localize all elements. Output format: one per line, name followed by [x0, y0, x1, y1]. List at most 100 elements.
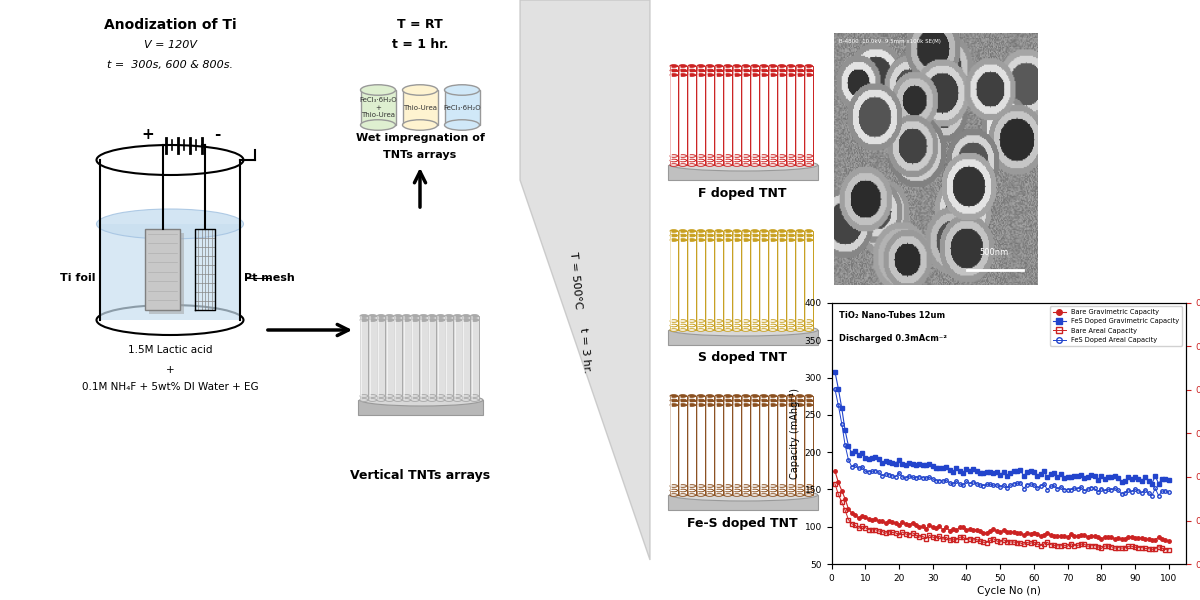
Bar	[454, 316, 462, 396]
Text: Pt mesh: Pt mesh	[245, 272, 295, 283]
Ellipse shape	[706, 234, 714, 237]
Ellipse shape	[670, 155, 678, 157]
Ellipse shape	[778, 159, 786, 162]
Bar	[760, 66, 768, 156]
Ellipse shape	[385, 319, 394, 322]
Bar	[368, 316, 377, 396]
Ellipse shape	[377, 319, 385, 322]
Text: Thio-Urea: Thio-Urea	[403, 104, 437, 110]
Ellipse shape	[769, 329, 776, 331]
Bar	[368, 320, 371, 400]
Ellipse shape	[787, 489, 794, 492]
Bar	[688, 70, 690, 160]
Bar	[410, 320, 419, 400]
Ellipse shape	[787, 65, 794, 67]
Bar	[679, 70, 686, 160]
Ellipse shape	[688, 399, 696, 402]
Bar	[670, 66, 672, 156]
Text: B-4800  10.0kV  9.5mm x100k SE(M): B-4800 10.0kV 9.5mm x100k SE(M)	[839, 39, 941, 44]
Ellipse shape	[760, 65, 768, 67]
Ellipse shape	[742, 395, 750, 397]
Bar	[402, 90, 438, 125]
Ellipse shape	[96, 305, 244, 335]
Bare Areal Capacity	[1027, 539, 1042, 546]
Bar	[454, 320, 462, 400]
Ellipse shape	[751, 159, 758, 162]
Ellipse shape	[706, 489, 714, 492]
Ellipse shape	[420, 395, 427, 397]
Ellipse shape	[778, 404, 786, 406]
Ellipse shape	[805, 164, 812, 166]
Ellipse shape	[697, 485, 704, 487]
Ellipse shape	[454, 314, 462, 317]
Ellipse shape	[733, 74, 740, 76]
Ellipse shape	[760, 74, 768, 76]
Bar	[805, 401, 806, 491]
Bar	[697, 75, 704, 165]
Bar	[706, 231, 714, 321]
Ellipse shape	[724, 485, 732, 487]
Ellipse shape	[444, 120, 480, 130]
Bar	[778, 75, 786, 165]
Ellipse shape	[670, 159, 817, 171]
Bar	[385, 320, 394, 400]
Bar	[796, 75, 798, 165]
Bar	[805, 405, 812, 495]
Ellipse shape	[805, 320, 812, 322]
Ellipse shape	[96, 145, 244, 175]
Bar	[769, 66, 776, 156]
Ellipse shape	[760, 324, 768, 327]
Ellipse shape	[778, 234, 786, 237]
Ellipse shape	[96, 209, 244, 239]
Bar	[760, 75, 768, 165]
Bar	[805, 396, 812, 486]
Bar	[805, 231, 812, 321]
Ellipse shape	[796, 234, 804, 237]
Ellipse shape	[796, 324, 804, 327]
Bar	[377, 320, 379, 400]
Ellipse shape	[402, 314, 410, 317]
Ellipse shape	[769, 239, 776, 241]
Bar	[670, 240, 672, 330]
Ellipse shape	[760, 239, 768, 241]
Ellipse shape	[470, 314, 479, 317]
Bar	[760, 75, 762, 165]
Ellipse shape	[805, 234, 812, 237]
Bar	[724, 75, 726, 165]
Ellipse shape	[733, 395, 740, 397]
Bar	[688, 401, 690, 491]
Bar	[742, 70, 744, 160]
Ellipse shape	[706, 329, 714, 331]
Ellipse shape	[428, 395, 436, 397]
Bar	[679, 240, 686, 330]
Ellipse shape	[742, 489, 750, 492]
Bar	[742, 231, 750, 321]
Ellipse shape	[706, 69, 714, 72]
Ellipse shape	[670, 404, 678, 406]
X-axis label: Cycle No (n): Cycle No (n)	[977, 586, 1040, 595]
Ellipse shape	[688, 155, 696, 157]
Bar	[670, 405, 678, 495]
Ellipse shape	[751, 494, 758, 496]
Bar	[787, 70, 788, 160]
Ellipse shape	[670, 489, 817, 501]
Ellipse shape	[706, 239, 714, 241]
Bar	[679, 405, 686, 495]
Ellipse shape	[751, 74, 758, 76]
Ellipse shape	[688, 395, 696, 397]
Bar	[402, 320, 410, 400]
Bar	[697, 396, 704, 486]
Text: FeCl₃·6H₂O: FeCl₃·6H₂O	[443, 104, 481, 110]
Bar	[706, 70, 708, 160]
Text: T = 500°C: T = 500°C	[568, 251, 582, 309]
Ellipse shape	[742, 69, 750, 72]
Bar	[706, 405, 708, 495]
Ellipse shape	[778, 239, 786, 241]
Ellipse shape	[360, 394, 482, 406]
Bar	[733, 66, 734, 156]
Ellipse shape	[733, 164, 740, 166]
Bar	[787, 75, 788, 165]
Bar	[715, 240, 722, 330]
Ellipse shape	[706, 230, 714, 232]
Ellipse shape	[787, 234, 794, 237]
